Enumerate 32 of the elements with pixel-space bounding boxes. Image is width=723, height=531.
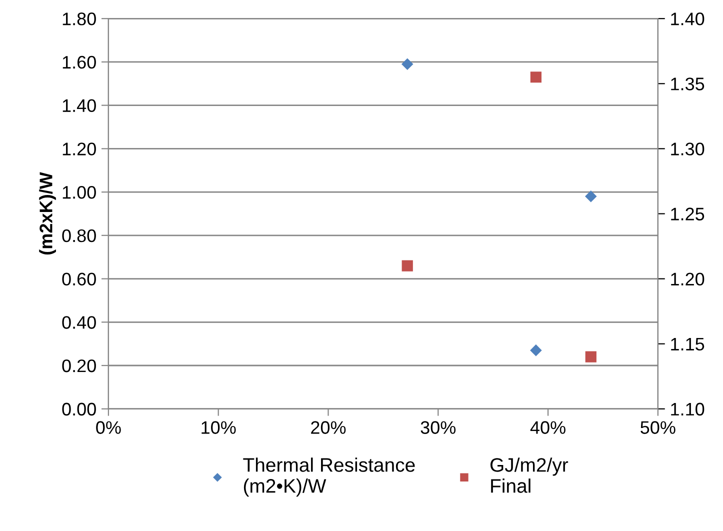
x-tick-label: 40% <box>530 421 566 434</box>
legend-label: Thermal Resistance (m2•K)/W <box>243 458 415 497</box>
point <box>402 58 413 70</box>
y2-tick-label: 1.30 <box>671 142 704 156</box>
y-tick-label: 1.80 <box>62 12 96 26</box>
y-tick-label: 1.40 <box>62 99 96 112</box>
y2-tick-label: 1.20 <box>671 272 704 286</box>
x-tick-label: 30% <box>420 421 456 434</box>
y-tick-label: 1.60 <box>62 56 96 69</box>
x-tick-label: 50% <box>640 421 676 434</box>
point <box>530 344 542 356</box>
y2-tick-label: 1.35 <box>671 78 704 90</box>
y-tick-label: 0.00 <box>62 402 96 416</box>
y2-tick-label: 1.40 <box>671 12 704 26</box>
y-tick-label: 1.20 <box>62 142 96 156</box>
point <box>585 190 596 202</box>
y2-tick-label: 1.25 <box>671 208 704 220</box>
y-tick-label: 0.20 <box>62 359 96 372</box>
y2-tick-label: 1.10 <box>671 402 704 416</box>
y-tick-label: 0.40 <box>62 316 96 329</box>
legend-label: GJ/m2/yr Final <box>490 458 568 493</box>
x-tick-label: 0% <box>96 421 121 434</box>
y-axis-title: (m2xK)/W <box>39 172 56 254</box>
y-tick-label: 1.00 <box>62 186 96 199</box>
x-tick-label: 10% <box>202 421 236 434</box>
x-tick-label: 20% <box>311 421 346 434</box>
y-tick-label: 0.60 <box>62 272 96 286</box>
point <box>585 351 596 362</box>
y2-tick-label: 1.15 <box>671 338 704 351</box>
y-tick-label: 0.80 <box>62 229 96 242</box>
point <box>402 260 413 272</box>
point <box>530 72 542 83</box>
